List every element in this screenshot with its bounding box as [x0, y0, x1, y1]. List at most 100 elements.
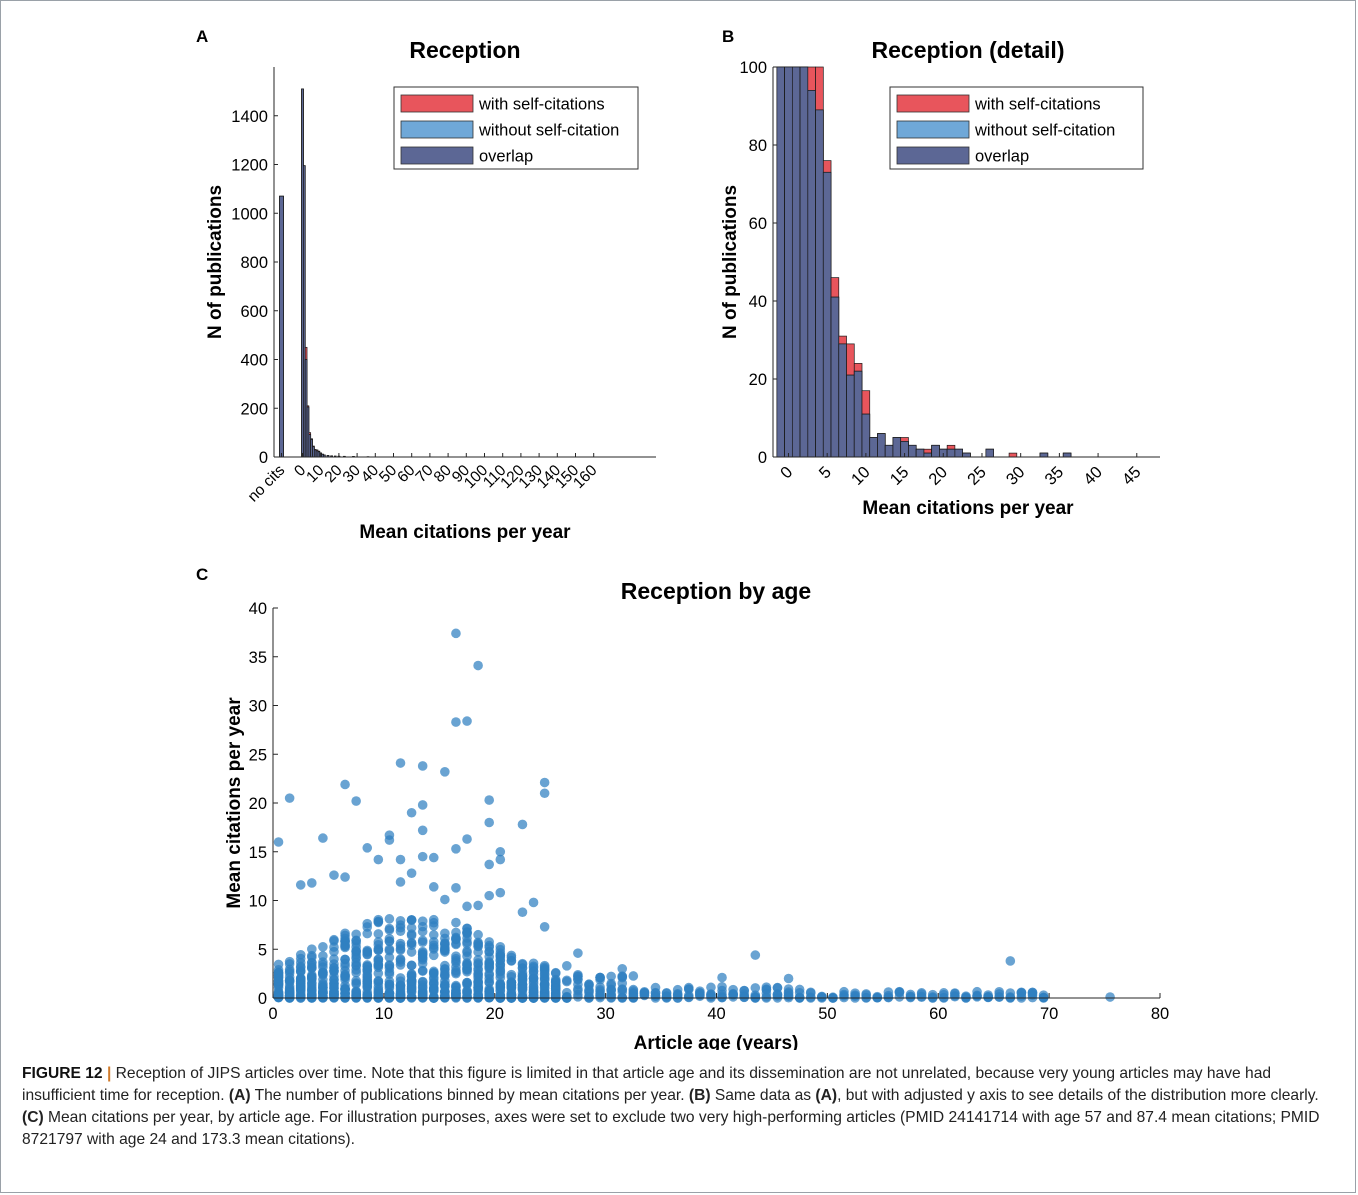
scatter-point — [628, 984, 639, 995]
b-bar-overlap — [923, 452, 933, 458]
scatter-point — [772, 989, 783, 999]
scatter-point — [318, 991, 328, 1001]
b-bar-overlap — [822, 171, 832, 458]
b-x-tick-label: 10 — [848, 463, 874, 489]
scatter-point — [428, 882, 439, 892]
panel-c: C Reception by age Mean citations per ye… — [196, 565, 1169, 1050]
scatter-point — [517, 991, 528, 1002]
scatter-point — [340, 974, 350, 985]
b-y-tick-label: 60 — [749, 215, 767, 233]
scatter-point — [484, 795, 495, 805]
scatter-point — [484, 937, 495, 947]
scatter-point — [661, 991, 672, 1002]
scatter-point — [894, 992, 905, 1002]
scatter-point — [440, 945, 450, 956]
scatter-point — [406, 969, 417, 980]
scatter-point — [340, 958, 350, 969]
b-bar-overlap — [869, 437, 878, 458]
scatter-point — [462, 834, 472, 844]
a-bar-nocits-overlap — [279, 195, 284, 458]
legend-swatch — [400, 120, 474, 139]
scatter-point — [473, 947, 483, 957]
c-y-tick-label: 30 — [249, 698, 267, 716]
b-bar-overlap — [915, 448, 925, 458]
legend-label: with self-citations — [478, 96, 605, 114]
scatter-point — [440, 970, 450, 980]
caption-b-text2: , but with adjusted y axis to see detail… — [837, 1087, 1319, 1104]
legend-label: with self-citations — [974, 96, 1101, 114]
scatter-point — [528, 982, 539, 993]
scatter-point — [406, 947, 417, 957]
scatter-point — [307, 972, 317, 982]
scatter-point — [406, 923, 417, 933]
scatter-point — [417, 937, 428, 947]
scatter-point — [428, 936, 439, 947]
scatter-point — [273, 971, 284, 981]
scatter-point — [628, 992, 639, 1003]
b-x-tick-label: 5 — [816, 463, 835, 482]
c-y-tick-label: 5 — [258, 941, 267, 959]
scatter-point — [473, 900, 483, 911]
scatter-point — [484, 962, 495, 973]
c-y-tick-label: 10 — [249, 893, 267, 911]
scatter-point — [517, 819, 528, 830]
c-y-tick-label: 35 — [249, 649, 267, 667]
scatter-point — [584, 991, 594, 1002]
panel-b-ylabel: N of publications — [720, 185, 741, 339]
legend-swatch — [896, 146, 970, 165]
scatter-point — [794, 992, 805, 1003]
scatter-point — [539, 788, 550, 799]
scatter-point — [683, 984, 694, 994]
scatter-point — [517, 959, 528, 970]
a-y-tick-label: 400 — [240, 352, 268, 370]
scatter-point — [717, 972, 727, 983]
scatter-point — [329, 975, 339, 985]
panel-c-ylabel: Mean citations per year — [224, 697, 245, 909]
scatter-point — [417, 976, 428, 987]
scatter-point — [750, 983, 761, 993]
scatter-point — [329, 936, 339, 946]
scatter-point — [362, 976, 373, 987]
scatter-point — [428, 852, 439, 863]
scatter-point — [706, 991, 716, 1002]
scatter-point — [284, 977, 295, 987]
b-bar-overlap — [985, 448, 994, 458]
caption-figure-label: FIGURE 12 — [22, 1065, 103, 1082]
scatter-point — [451, 992, 461, 1003]
panel-a-title: Reception — [409, 37, 520, 63]
scatter-point — [384, 960, 395, 970]
scatter-point — [805, 987, 816, 998]
scatter-point — [284, 966, 295, 977]
scatter-point — [351, 967, 361, 978]
figure-canvas: A Reception N of publications Mean citat… — [196, 27, 1169, 1050]
scatter-point — [451, 927, 461, 938]
scatter-point — [273, 990, 284, 1001]
caption-c-text: Mean citations per year, by article age.… — [22, 1109, 1320, 1148]
scatter-point — [417, 825, 428, 836]
panel-a: A Reception N of publications Mean citat… — [196, 27, 656, 543]
scatter-point — [695, 986, 705, 996]
b-x-tick-label: 20 — [925, 463, 951, 489]
panel-a-xlabel: Mean citations per year — [359, 522, 571, 543]
scatter-point — [539, 980, 550, 990]
scatter-point — [395, 877, 406, 887]
scatter-point — [595, 972, 605, 983]
scatter-point — [440, 767, 450, 777]
scatter-point — [329, 870, 339, 880]
scatter-point — [284, 991, 295, 1002]
scatter-point — [539, 922, 550, 932]
b-x-tick-label: 35 — [1041, 463, 1067, 489]
c-x-tick-label: 80 — [1151, 1005, 1169, 1023]
b-bar-overlap — [846, 374, 855, 458]
scatter-point — [1016, 988, 1027, 998]
scatter-point — [318, 951, 328, 961]
b-bar-overlap — [946, 448, 956, 458]
b-bar-overlap — [954, 448, 963, 458]
b-bar-overlap — [799, 66, 809, 458]
scatter-point — [484, 947, 495, 957]
scatter-point — [417, 949, 428, 960]
scatter-point — [417, 965, 428, 976]
scatter-point — [395, 984, 406, 995]
scatter-point — [506, 956, 517, 966]
scatter-point — [573, 974, 583, 984]
